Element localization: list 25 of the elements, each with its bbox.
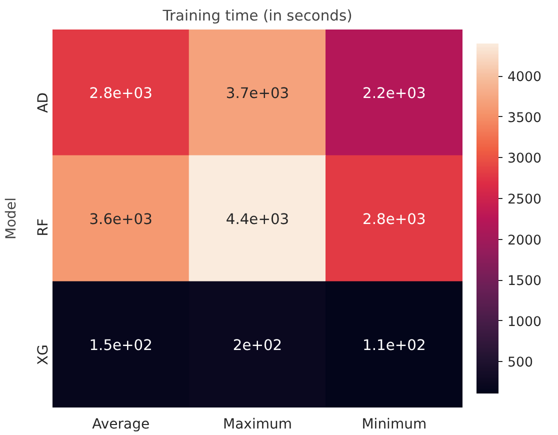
x-tick-label: Maximum	[223, 416, 292, 432]
data-label: 4.4e+03	[226, 211, 290, 228]
color-bar-label: 1000	[508, 314, 542, 330]
data-label: 2.8e+03	[89, 85, 152, 102]
color-bar-label: 4000	[508, 70, 542, 86]
data-label: 1.1e+02	[362, 337, 426, 354]
data-label: 1.5e+02	[89, 337, 152, 354]
color-bar-label: 500	[508, 356, 533, 371]
data-label: 2e+02	[232, 337, 282, 354]
y-tick-label: RF	[36, 218, 52, 236]
data-label: 3.6e+03	[89, 211, 152, 228]
chart-title: Training time (in seconds)	[162, 8, 352, 24]
y-axis-title: Model	[4, 197, 20, 240]
x-tick-label: Minimum	[362, 416, 427, 432]
data-label: 3.7e+03	[226, 85, 290, 102]
data-label: 2.2e+03	[362, 85, 426, 102]
x-tick-label: Average	[92, 416, 150, 432]
color-bar-label: 2000	[508, 233, 542, 248]
color-bar-label: 2500	[508, 192, 542, 208]
y-tick-label: AD	[36, 92, 52, 113]
color-bar-label: 1500	[508, 274, 542, 290]
color-bar-label: 3000	[508, 152, 542, 167]
y-tick-label: XG	[36, 344, 52, 365]
data-label: 2.8e+03	[362, 211, 426, 228]
color-bar-label: 3500	[508, 110, 542, 126]
